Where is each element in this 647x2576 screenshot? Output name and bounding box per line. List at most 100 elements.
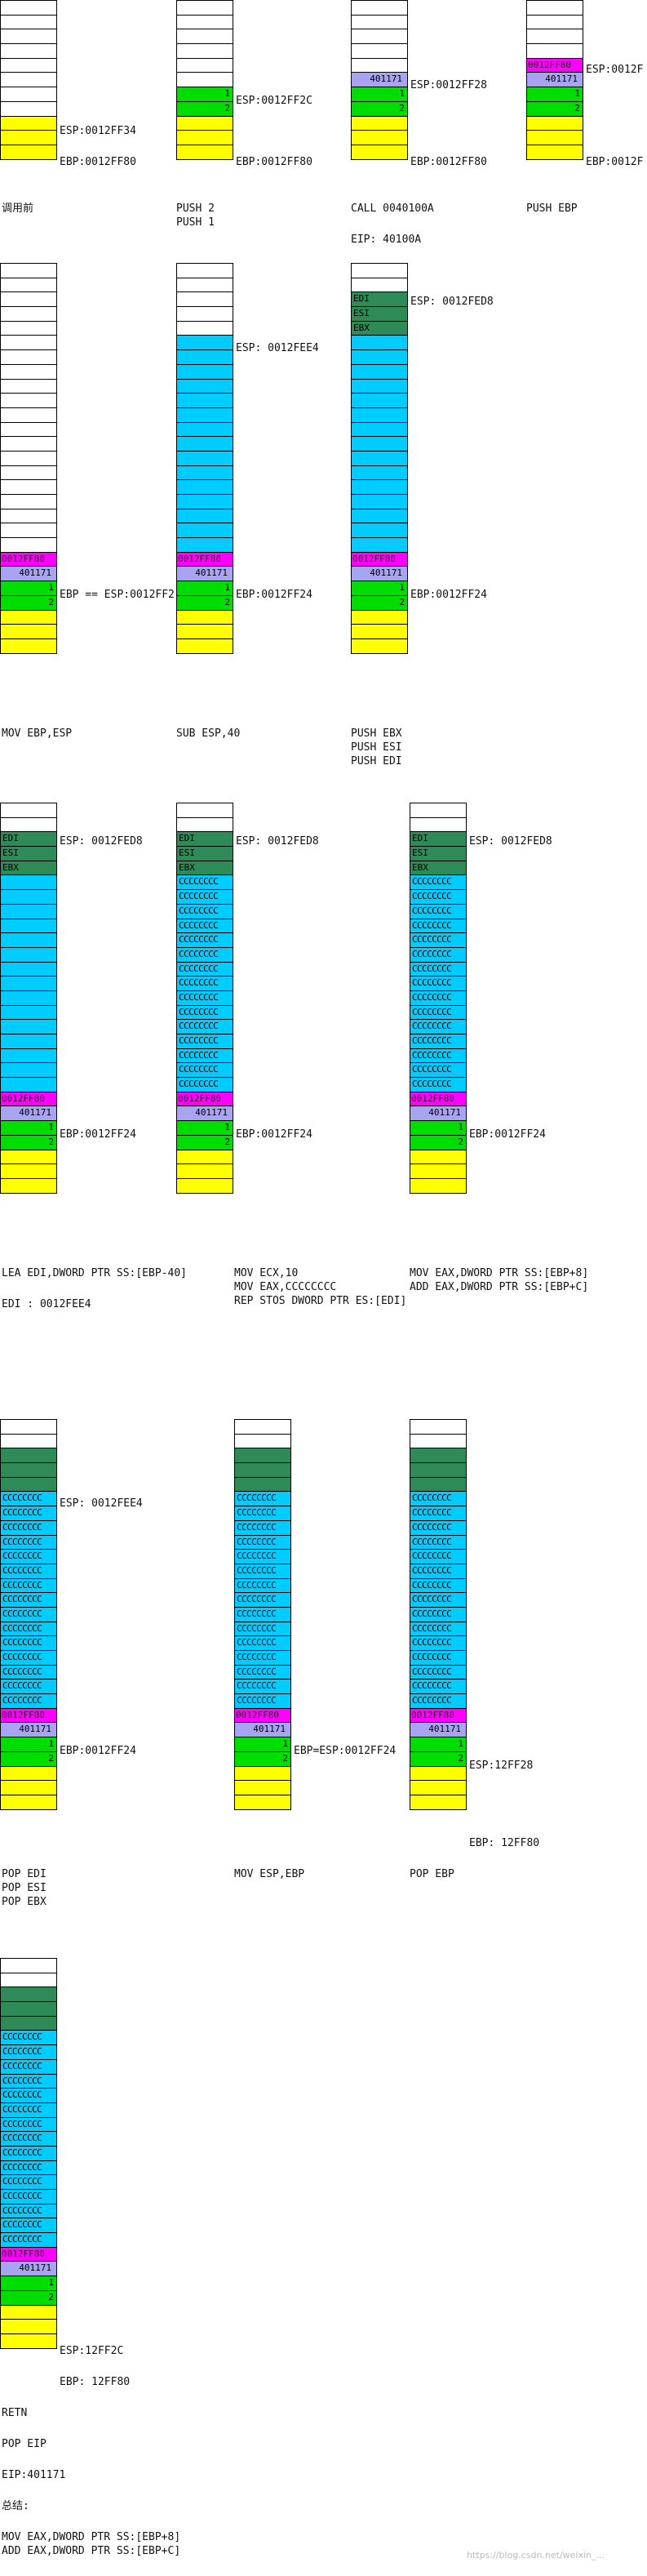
stack-cell-local-cc: CCCCCCCC [234, 1519, 291, 1536]
stack-cell-local-cc: CCCCCCCC [410, 1034, 467, 1049]
stack-before-call [0, 0, 57, 160]
stack-cell-local-cc: CCCCCCCC [0, 1577, 57, 1594]
stack-cell-local [351, 421, 408, 438]
stack-cell-return-address: 401171 [0, 2261, 57, 2277]
stack-cell-arg1: 1 [0, 1737, 57, 1752]
stack-cell-empty [526, 14, 583, 30]
stack-pop-ebp: CCCCCCCC CCCCCCCC CCCCCCCC CCCCCCCC CCCCCCCC… [410, 1419, 467, 1810]
ebp-esp-label: EBP == ESP:0012FF2 [60, 589, 175, 601]
stack-cell-caller-frame [351, 609, 408, 625]
stack-cell-local [351, 450, 408, 466]
caption-mov-ebp-esp: MOV EBP,ESP [2, 727, 73, 740]
stack-cell-local [0, 1034, 57, 1049]
stack-cell-caller-frame [0, 2333, 57, 2349]
stack-cell-local-cc: CCCCCCCC [176, 874, 233, 891]
stack-cell-empty [176, 277, 233, 293]
stack-cell-local-cc: CCCCCCCC [176, 932, 233, 948]
stack-cell-local [351, 479, 408, 495]
stack-cell-empty [0, 508, 57, 524]
stack-cell-local-cc: CCCCCCCC [410, 990, 467, 1006]
stack-cell-local [0, 1062, 57, 1079]
stack-cell-saved-reg [0, 2001, 57, 2017]
stack-cell-local-cc: CCCCCCCC [410, 1019, 467, 1034]
stack-cell-caller-frame [351, 115, 408, 131]
stack-cell-local [351, 407, 408, 423]
stack-cell-empty [0, 393, 57, 408]
stack-cell-arg2: 2 [0, 594, 57, 611]
esp-label: ESP:0012FF34 [60, 125, 136, 137]
esp-label: ESP:0012FF2C [236, 95, 312, 107]
caption-eip: EIP: 40100A [351, 234, 422, 246]
stack-cell-local [176, 378, 233, 394]
stack-cell-saved-reg [0, 1476, 57, 1493]
stack-cell-empty [351, 43, 408, 59]
stack-cell-caller-frame [410, 1149, 467, 1165]
stack-cell-empty [0, 306, 57, 322]
stack-cell-caller-frame [0, 1780, 57, 1795]
stack-cell-local-cc: CCCCCCCC [176, 1019, 233, 1034]
stack-cell-local-cc: CCCCCCCC [410, 874, 467, 891]
stack-cell-local-cc: CCCCCCCC [410, 1077, 467, 1092]
stack-cell-empty [526, 0, 583, 16]
stack-cell-empty [176, 43, 233, 59]
ebp-label: EBP:0012FF24 [236, 589, 312, 601]
stack-cell-empty [176, 72, 233, 88]
stack-cell-caller-frame [0, 624, 57, 639]
caption-pop-regs: POP EDI POP ESI POP EBX [2, 1868, 47, 1908]
stack-cell-caller-frame [176, 624, 233, 639]
stack-cell-saved-ebp: 0012FF80 [410, 1091, 467, 1107]
stack-cell-empty [0, 494, 57, 509]
stack-cell-arg2: 2 [176, 1134, 233, 1150]
stack-cell-local-cc: CCCCCCCC [0, 1679, 57, 1695]
caption-push-ebp: PUSH EBP [526, 202, 578, 215]
stack-cell-saved-ebx: EBX [176, 860, 233, 876]
stack-cell-local-cc: CCCCCCCC [0, 1693, 57, 1709]
stack-cell-local-cc: CCCCCCCC [176, 946, 233, 963]
stack-cell-local [0, 1004, 57, 1021]
caption-sub-esp: SUB ESP,40 [176, 727, 241, 740]
caption-rep-stos: MOV ECX,10 MOV EAX,CCCCCCCC REP STOS DWO… [234, 1267, 407, 1307]
stack-cell-arg1: 1 [410, 1120, 467, 1136]
stack-cell-local-cc: CCCCCCCC [0, 2088, 57, 2103]
stack-cell-caller-frame [176, 115, 233, 131]
stack-cell-empty [351, 57, 408, 73]
stack-cell-local [351, 465, 408, 481]
stack-cell-empty [234, 1419, 291, 1435]
stack-cell-caller-frame [410, 1177, 467, 1194]
stack-cell-saved-ebx: EBX [351, 320, 408, 336]
stack-cell-return-address: 401171 [526, 72, 583, 88]
caption-call: CALL 0040100A [351, 202, 434, 215]
caption-lea-edi: LEA EDI,DWORD PTR SS:[EBP-40] [2, 1267, 187, 1279]
stack-cell-caller-frame [234, 1794, 291, 1810]
stack-cell-saved-edi: EDI [0, 831, 57, 848]
stack-cell-saved-reg [410, 1476, 467, 1493]
stack-cell-saved-ebp: 0012FF80 [526, 57, 583, 73]
stack-cell-empty [0, 57, 57, 73]
stack-cell-arg1: 1 [176, 87, 233, 102]
stack-cell-local-cc: CCCCCCCC [410, 1693, 467, 1709]
stack-cell-local-cc: CCCCCCCC [0, 2160, 57, 2176]
stack-cell-empty [0, 14, 57, 30]
stack-cell-return-address: 401171 [234, 1722, 291, 1738]
ebp-label: EBP:0012FF24 [410, 589, 487, 601]
caption-mov-esp-ebp: MOV ESP,EBP [234, 1868, 305, 1880]
stack-cell-local-cc: CCCCCCCC [234, 1491, 291, 1507]
stack-cell-saved-reg [0, 2015, 57, 2031]
stack-cell-local [351, 436, 408, 452]
stack-cell-local [176, 537, 233, 553]
stack-cell-saved-ebp: 0012FF80 [176, 1091, 233, 1107]
stack-cell-saved-ebx: EBX [410, 860, 467, 876]
stack-cell-empty [176, 0, 233, 16]
caption-mov-eax: MOV EAX,DWORD PTR SS:[EBP+8] ADD EAX,DWO… [410, 1267, 589, 1293]
stack-cell-empty [526, 29, 583, 45]
stack-cell-local-cc: CCCCCCCC [0, 1534, 57, 1550]
stack-cell-caller-frame [526, 115, 583, 131]
stack-cell-local [0, 903, 57, 919]
stack-cell-local-cc: CCCCCCCC [176, 976, 233, 991]
ebp-label: EBP: 12FF80 [469, 1837, 540, 1849]
stack-cell-empty [0, 1958, 57, 1973]
stack-cell-local-cc: CCCCCCCC [0, 1549, 57, 1564]
stack-cell-empty [410, 803, 467, 818]
stack-cell-local [351, 363, 408, 380]
stack-cell-arg2: 2 [0, 1134, 57, 1150]
